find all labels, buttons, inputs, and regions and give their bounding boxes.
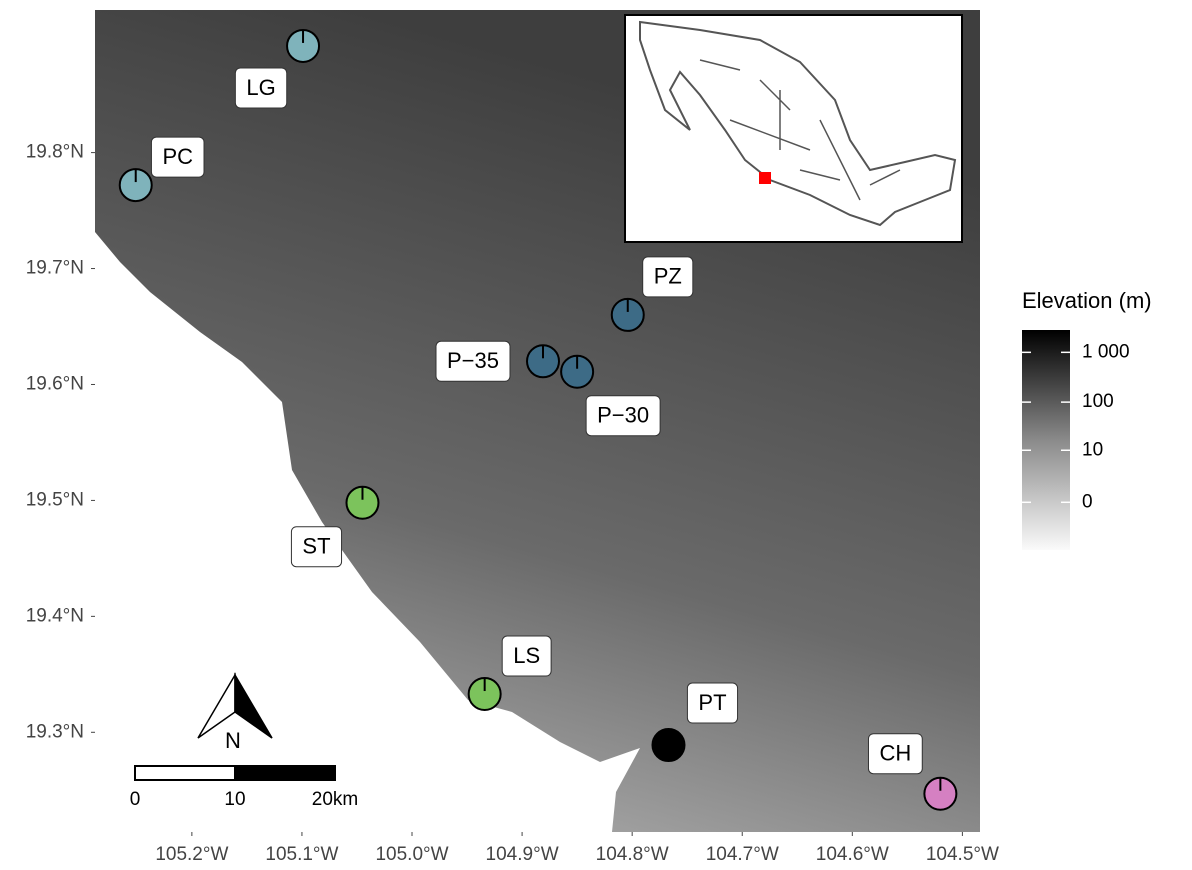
x-tick-label: 105.1°W bbox=[265, 844, 338, 865]
legend-title: Elevation (m) bbox=[1022, 288, 1152, 313]
x-tick-label: 104.9°W bbox=[486, 844, 559, 865]
y-tick-label: 19.4°N bbox=[26, 605, 84, 626]
x-tick-label: 105.0°W bbox=[375, 844, 448, 865]
site-label: LG bbox=[246, 75, 275, 100]
study-area bbox=[759, 172, 771, 184]
colorbar-label: 0 bbox=[1082, 491, 1093, 512]
scalebar-label: 10 bbox=[224, 789, 245, 810]
site-label: PZ bbox=[654, 264, 682, 289]
x-tick-label: 104.6°W bbox=[816, 844, 889, 865]
page: Elevation (m) N 105.2°W 105.1°W 105.0°W 104… bbox=[0, 0, 1192, 865]
north-label: N bbox=[225, 728, 241, 753]
colorbar-label: 1 000 bbox=[1082, 341, 1130, 362]
scalebar-segment bbox=[135, 766, 235, 780]
map: Elevation (m) N 105.2°W 105.1°W 105.0°W 104… bbox=[0, 0, 1192, 865]
site-label: P−35 bbox=[447, 348, 499, 373]
x-tick-label: 104.8°W bbox=[596, 844, 669, 865]
site-label: P−30 bbox=[597, 403, 649, 428]
site-label: PC bbox=[162, 144, 193, 169]
x-tick-label: 104.5°W bbox=[926, 844, 999, 865]
x-tick-label: 105.2°W bbox=[155, 844, 228, 865]
y-tick-label: 19.8°N bbox=[26, 142, 84, 163]
colorbar bbox=[1022, 330, 1070, 550]
colorbar-label: 100 bbox=[1082, 391, 1114, 412]
site-label: PT bbox=[698, 690, 726, 715]
y-tick-label: 19.6°N bbox=[26, 373, 84, 394]
site-label: CH bbox=[879, 741, 911, 766]
scalebar-segment bbox=[235, 766, 335, 780]
scalebar-label: 20km bbox=[312, 789, 358, 810]
inset bbox=[625, 15, 962, 242]
colorbar-label: 10 bbox=[1082, 439, 1103, 460]
y-tick-label: 19.7°N bbox=[26, 258, 84, 279]
y-tick-label: 19.3°N bbox=[26, 721, 84, 742]
scalebar-label: 0 bbox=[130, 789, 141, 810]
site-label: LS bbox=[513, 643, 540, 668]
x-tick-label: 104.7°W bbox=[706, 844, 779, 865]
site-label: ST bbox=[302, 534, 330, 559]
y-tick-label: 19.5°N bbox=[26, 489, 84, 510]
